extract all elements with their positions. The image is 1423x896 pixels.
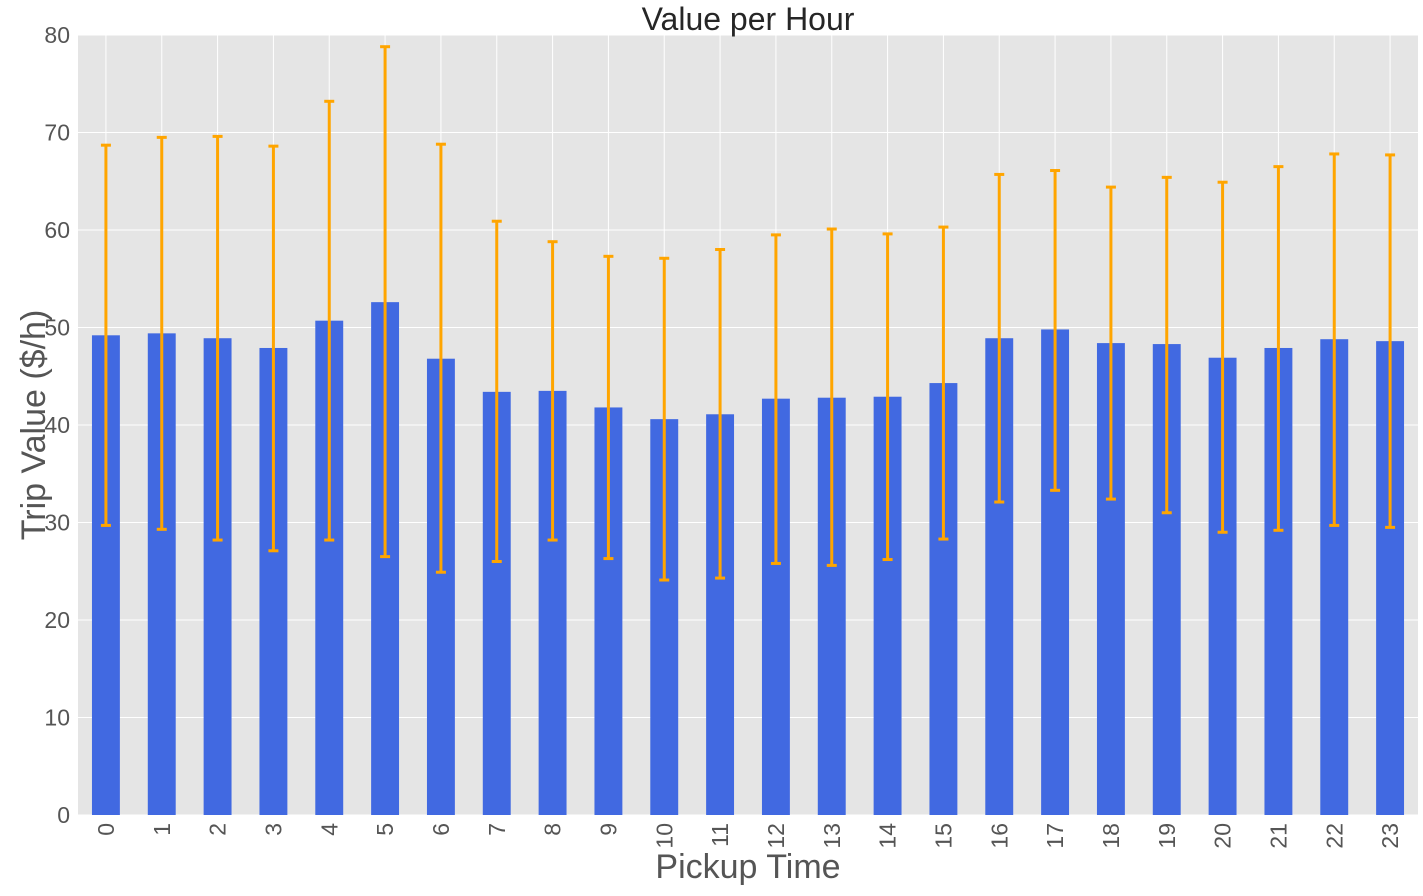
error-bar-17: [1050, 169, 1061, 492]
y-tick-label: 0: [57, 802, 70, 828]
error-bars: [100, 45, 1396, 582]
x-tick-label: 22: [1321, 823, 1347, 849]
error-bar-7: [491, 219, 502, 563]
y-tick-label: 30: [44, 510, 70, 536]
x-tick-label: 14: [875, 823, 901, 849]
y-tick-labels: 0 10 20 30 40 50 60 70 80: [44, 22, 70, 828]
x-tick-label: 1: [149, 823, 175, 836]
error-bar-13: [826, 227, 837, 567]
x-tick-label: 11: [707, 823, 733, 847]
y-tick-label: 40: [44, 412, 70, 438]
x-tick-label: 19: [1154, 823, 1180, 849]
chart-title: Value per Hour: [642, 1, 855, 37]
error-bar-20: [1217, 180, 1228, 534]
error-bar-5: [380, 45, 391, 559]
x-tick-label: 8: [540, 823, 566, 836]
x-tick-label: 15: [930, 823, 956, 849]
x-tick-label: 16: [986, 823, 1012, 849]
error-bar-0: [100, 143, 111, 527]
error-bar-19: [1161, 175, 1172, 515]
y-tick-label: 50: [44, 315, 70, 341]
x-tick-label: 6: [428, 823, 454, 836]
error-bar-18: [1105, 185, 1116, 501]
y-tick-label: 80: [44, 22, 70, 48]
x-tick-label: 23: [1377, 823, 1403, 849]
y-tick-label: 70: [44, 120, 70, 146]
x-tick-label: 9: [595, 823, 621, 836]
x-tick-label: 12: [763, 823, 789, 849]
error-bar-23: [1385, 153, 1396, 529]
x-tick-label: 4: [316, 823, 342, 836]
x-tick-label: 21: [1265, 823, 1291, 849]
y-tick-label: 20: [44, 607, 70, 633]
error-bar-4: [324, 99, 335, 542]
x-tick-label: 3: [260, 823, 286, 836]
error-bar-8: [547, 240, 558, 542]
error-bar-12: [770, 233, 781, 565]
error-bar-14: [882, 232, 893, 562]
x-tick-label: 17: [1042, 823, 1068, 849]
y-tick-label: 60: [44, 217, 70, 243]
x-tick-label: 20: [1210, 823, 1236, 849]
error-bar-15: [938, 225, 949, 541]
x-tick-labels: 0 1 2 3 4 5 6 7 8 9 10 11 12 13 14 15 16 17 18 19 20 21 22 23: [93, 823, 1403, 849]
error-bar-3: [268, 144, 279, 553]
x-tick-label: 0: [93, 823, 119, 836]
error-bar-1: [156, 135, 167, 531]
x-tick-label: 2: [205, 823, 231, 836]
error-bar-16: [994, 172, 1005, 504]
error-bar-22: [1329, 152, 1340, 527]
error-bar-11: [715, 248, 726, 580]
y-axis-label: Trip Value ($/h): [15, 310, 53, 541]
x-tick-label: 10: [651, 823, 677, 849]
error-bar-10: [659, 256, 670, 582]
x-tick-label: 18: [1098, 823, 1124, 849]
x-tick-label: 5: [372, 823, 398, 836]
error-bar-9: [603, 254, 614, 561]
error-bar-6: [435, 142, 446, 574]
x-axis-label: Pickup Time: [655, 848, 840, 886]
error-bar-2: [212, 134, 223, 542]
y-tick-label: 10: [44, 705, 70, 731]
x-tick-label: 7: [484, 823, 510, 836]
x-tick-label: 13: [819, 823, 845, 849]
error-bar-21: [1273, 165, 1284, 532]
